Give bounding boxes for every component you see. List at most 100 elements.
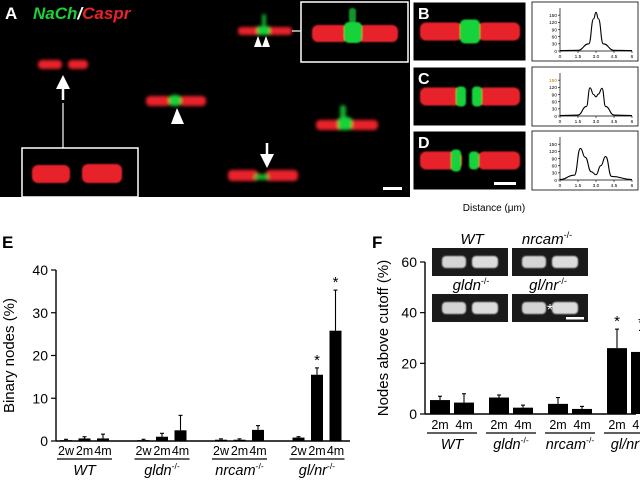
bar-4m bbox=[454, 402, 474, 414]
group-gl-nr: 2m * 4m * gl/nr-/- bbox=[604, 313, 640, 453]
profile-ytick-label: 60 bbox=[552, 99, 558, 105]
profile-xtick-label: 0 bbox=[559, 54, 562, 60]
caspr-right bbox=[478, 87, 520, 106]
group-wt: 2w 2m 4m WT bbox=[57, 433, 112, 479]
panel-letter-c: C bbox=[418, 71, 430, 88]
bar-2w bbox=[60, 440, 72, 441]
caspr-right bbox=[478, 151, 520, 170]
node-top bbox=[238, 14, 292, 35]
age-label: 4m bbox=[632, 418, 640, 432]
y-tick-label: 10 bbox=[32, 390, 48, 406]
age-label: 4m bbox=[327, 444, 344, 458]
inset-gldn: gldn-/- bbox=[432, 276, 508, 322]
bar-4m bbox=[329, 330, 342, 441]
bar-2w bbox=[292, 437, 305, 441]
inset-label: gl/nr-/- bbox=[529, 276, 567, 294]
bar-4m bbox=[174, 430, 187, 441]
profile-frame-d bbox=[531, 130, 639, 191]
scale-bar-f bbox=[566, 317, 584, 320]
group-label: nrcam-/- bbox=[546, 435, 595, 453]
profile-ytick-label: 0 bbox=[554, 178, 557, 184]
bar-4m bbox=[252, 429, 264, 441]
nach-cluster-2 bbox=[469, 151, 479, 170]
profile-xtick-label: 1.5 bbox=[575, 183, 582, 189]
inset-top-right bbox=[300, 1, 409, 63]
group-label: nrcam-/- bbox=[215, 461, 264, 479]
profile-curve-b bbox=[559, 11, 633, 52]
profile-xlabel: Distance (μm) bbox=[463, 203, 525, 214]
arrowhead-top-2 bbox=[262, 36, 270, 47]
age-label: 4m bbox=[94, 444, 111, 458]
node-left bbox=[38, 60, 88, 69]
profile-xtick-label: 1.5 bbox=[575, 54, 582, 60]
inset-label: nrcam-/- bbox=[522, 230, 572, 248]
y-tick-label: 0 bbox=[409, 406, 417, 422]
profile-xtick-label: 6 bbox=[631, 119, 634, 125]
bar-2w bbox=[137, 440, 150, 441]
y-tick-label: 30 bbox=[32, 305, 48, 321]
paranode-left bbox=[442, 302, 466, 314]
bar-4m bbox=[513, 407, 533, 414]
bar-2w bbox=[215, 439, 227, 441]
inset-bottom-left bbox=[21, 147, 139, 198]
caspr-right bbox=[478, 22, 520, 41]
inset-star: * bbox=[547, 302, 553, 319]
node-b bbox=[420, 19, 520, 44]
age-label: 2m bbox=[608, 418, 625, 432]
caspr-left bbox=[420, 87, 462, 106]
y-tick-label: 40 bbox=[32, 262, 48, 278]
age-label: 2w bbox=[213, 444, 230, 458]
inset-wt: WT bbox=[432, 231, 508, 276]
group-label: WT bbox=[73, 463, 97, 479]
age-label: 4m bbox=[514, 418, 531, 432]
panel-a-micrograph: A NaCh/Caspr bbox=[0, 0, 410, 198]
caspr-left bbox=[420, 22, 462, 41]
paranode-left bbox=[522, 302, 546, 314]
node-center bbox=[146, 95, 206, 106]
group-wt: 2m 4m WT bbox=[427, 393, 477, 453]
inset-label: gldn-/- bbox=[453, 276, 490, 294]
profile-xtick-label: 1.5 bbox=[575, 119, 582, 125]
profile-xtick-label: 4.5 bbox=[611, 54, 618, 60]
bar-2m bbox=[311, 374, 323, 441]
group-gldn: 2w 2m 4m gldn-/- bbox=[134, 414, 190, 479]
arrowhead-center-node bbox=[171, 108, 184, 124]
f-insets: WT nrcam-/- gldn-/- gl/nr-/- * bbox=[432, 230, 588, 322]
bar-2m bbox=[430, 400, 450, 414]
age-label: 2m bbox=[308, 444, 325, 458]
bar-4m bbox=[97, 438, 109, 441]
profile-xtick-label: 3.0 bbox=[593, 183, 600, 189]
inset-node bbox=[522, 302, 578, 314]
profile-xtick-label: 6 bbox=[631, 54, 634, 60]
y-tick-label: 40 bbox=[401, 305, 417, 321]
arrowhead-top-1 bbox=[254, 36, 262, 47]
bar-4m bbox=[631, 351, 640, 414]
age-label: 2m bbox=[431, 418, 448, 432]
panel-letter-d: D bbox=[418, 135, 430, 152]
node-bottom bbox=[228, 170, 298, 181]
scale-bar-d bbox=[494, 182, 516, 185]
y-tick-label: 60 bbox=[401, 254, 417, 270]
bar-2m bbox=[548, 403, 568, 414]
profile-ytick-label: 30 bbox=[552, 107, 558, 113]
profile-ytick-label: 90 bbox=[552, 156, 558, 162]
profile-ytick-label: 30 bbox=[552, 42, 558, 48]
group-label: gldn-/- bbox=[144, 461, 180, 479]
inset-nrcam: nrcam-/- bbox=[512, 230, 588, 276]
group-label: gldn-/- bbox=[493, 435, 529, 453]
profile-ytick-label: 30 bbox=[552, 171, 558, 177]
group-gldn: 2m 4m gldn-/- bbox=[486, 394, 536, 453]
bar-2m bbox=[78, 438, 91, 441]
panel-letter-e: E bbox=[2, 233, 13, 252]
profile-ytick-label: 0 bbox=[554, 49, 557, 55]
inset-gl-nr: gl/nr-/- * bbox=[512, 276, 588, 322]
scale-bar-a bbox=[383, 187, 402, 190]
group-nrcam: 2w 2m 4m nrcam-/- bbox=[212, 425, 267, 479]
profile-frame-c bbox=[531, 66, 639, 127]
age-label: 4m bbox=[172, 444, 189, 458]
nodes-above-cutoff-chart: 0 20 40 60 Nodes above cutoff (%) 2m 4m WT 2m 4m g… bbox=[375, 254, 640, 453]
profile-xtick-label: 3.0 bbox=[593, 54, 600, 60]
